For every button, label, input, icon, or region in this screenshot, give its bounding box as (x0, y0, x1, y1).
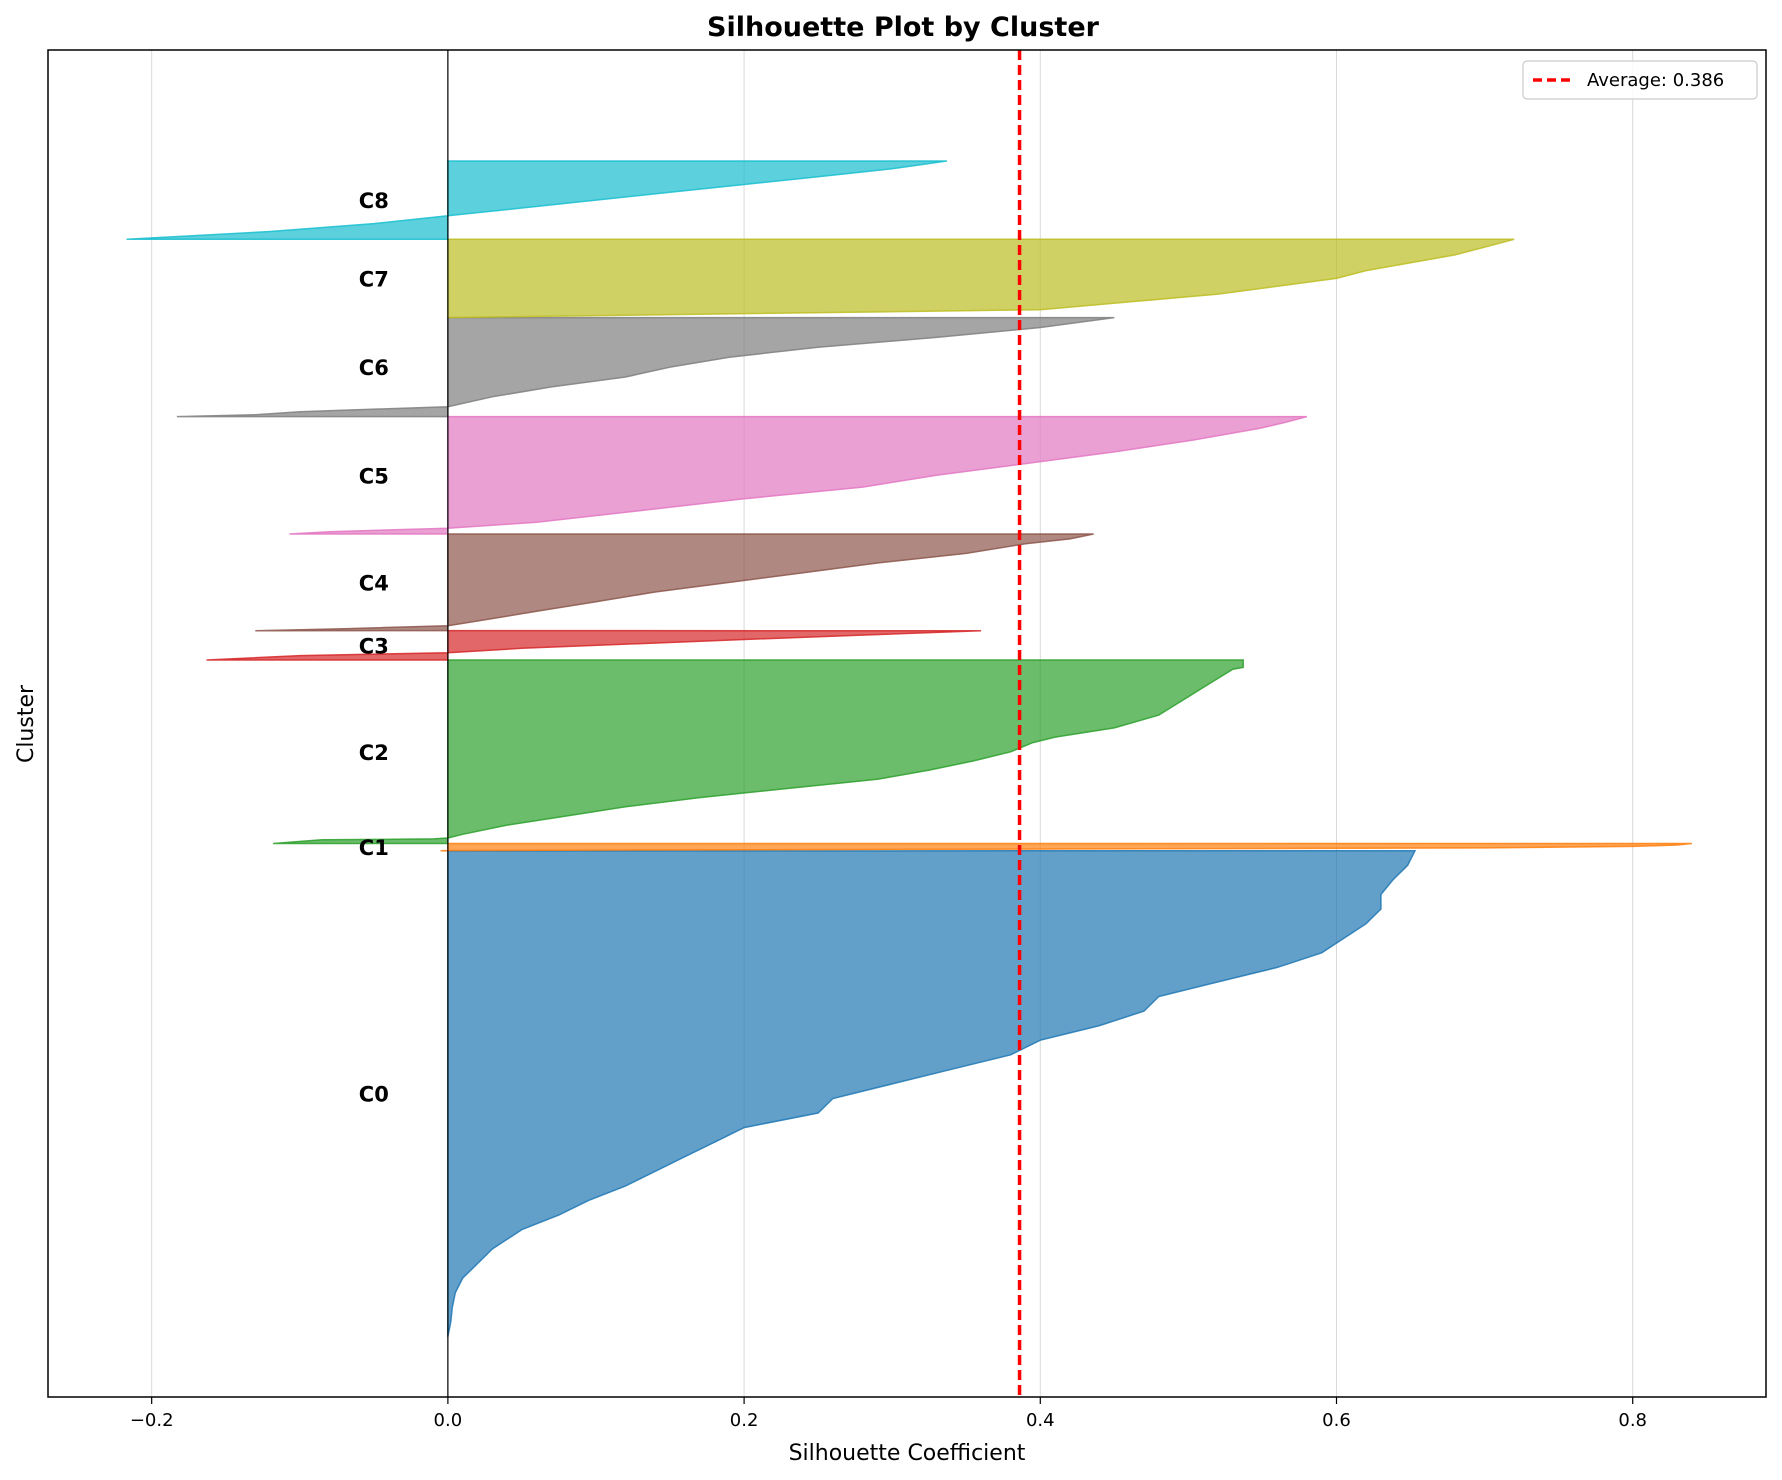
cluster-label-c6: C6 (359, 356, 389, 380)
cluster-label-c0: C0 (359, 1083, 389, 1107)
cluster-fill-c5 (289, 415, 1308, 535)
cluster-fill-c7 (447, 238, 1515, 319)
cluster-fill-c2 (273, 659, 1244, 845)
x-tick-label-4: 0.6 (1322, 1410, 1351, 1431)
y-axis-label: Cluster (14, 684, 39, 763)
x-tick-label-3: 0.4 (1026, 1410, 1055, 1431)
cluster-label-c5: C5 (359, 464, 389, 488)
cluster-label-c8: C8 (359, 189, 389, 213)
cluster-label-c1: C1 (359, 836, 389, 860)
cluster-fill-c4 (255, 533, 1094, 632)
legend-label-average: Average: 0.386 (1587, 70, 1724, 91)
cluster-fill-c1 (440, 842, 1692, 852)
x-tick-label-0: −0.2 (130, 1410, 174, 1431)
cluster-label-c7: C7 (359, 267, 389, 291)
x-tick-label-5: 0.8 (1618, 1410, 1647, 1431)
cluster-fill-c0 (447, 850, 1417, 1338)
cluster-label-c2: C2 (359, 741, 389, 765)
x-tick-label-2: 0.2 (730, 1410, 759, 1431)
cluster-label-c4: C4 (359, 571, 389, 595)
cluster-label-c3: C3 (359, 634, 389, 658)
plot-frame (47, 49, 1767, 1398)
x-tick-label-1: 0.0 (434, 1410, 463, 1431)
reference-lines (447, 50, 1022, 1397)
x-axis-label: Silhouette Coefficient (789, 1441, 1026, 1466)
cluster-fill-c6 (176, 316, 1115, 418)
cluster-fill-c8 (126, 160, 948, 241)
chart-title: Silhouette Plot by Cluster (707, 12, 1100, 43)
cluster-labels: C0 C1 C2 C3 C4 C5 C6 C7 C8 (359, 189, 389, 1106)
legend: Average: 0.386 (1522, 60, 1758, 100)
cluster-fills (126, 160, 1692, 1338)
x-axis-ticks: −0.2 0.0 0.2 0.4 0.6 0.8 (130, 1397, 1647, 1431)
legend-box (1522, 60, 1758, 100)
